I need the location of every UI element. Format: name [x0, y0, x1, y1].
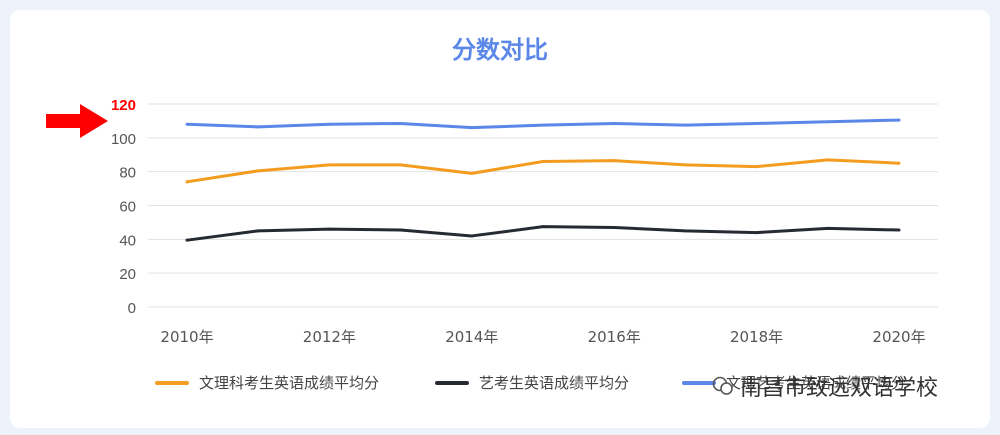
legend-item-series-2[interactable]: 艺考生英语成绩平均分	[435, 372, 629, 393]
y-tick-label-highlight: 120	[111, 97, 136, 114]
x-tick-label: 2014年	[445, 328, 498, 346]
x-tick-label: 2012年	[303, 328, 356, 346]
chart-legend: 文理科考生英语成绩平均分 艺考生英语成绩平均分 文理艺考生英语成绩平均分	[10, 372, 990, 402]
watermark: 南昌市致远双语学校	[712, 370, 938, 402]
data-point[interactable]	[256, 169, 260, 173]
data-point[interactable]	[897, 118, 901, 122]
data-point[interactable]	[541, 160, 545, 164]
y-axis-ticks: 0 20 40 60 80 100 120	[111, 97, 136, 317]
x-tick-label: 2020年	[872, 328, 925, 346]
series-lines	[185, 118, 901, 242]
data-point[interactable]	[612, 225, 616, 229]
y-tick-label: 60	[119, 199, 136, 216]
x-tick-label: 2018年	[730, 328, 783, 346]
data-point[interactable]	[897, 161, 901, 165]
data-point[interactable]	[470, 126, 474, 130]
data-point[interactable]	[683, 229, 687, 233]
data-point[interactable]	[826, 226, 830, 230]
data-point[interactable]	[541, 123, 545, 127]
data-point[interactable]	[470, 171, 474, 175]
data-point[interactable]	[256, 125, 260, 129]
data-point[interactable]	[185, 122, 189, 126]
data-point[interactable]	[897, 228, 901, 232]
x-axis-ticks: 2010年 2012年 2014年 2016年 2018年 2020年	[160, 328, 925, 346]
data-point[interactable]	[185, 238, 189, 242]
chart-card: 分数对比 0 20 40 60 80 100 120 2010年 2012年 2014年 2016…	[10, 10, 990, 428]
data-point[interactable]	[755, 231, 759, 235]
data-point[interactable]	[612, 159, 616, 163]
legend-swatch	[155, 380, 189, 385]
data-point[interactable]	[612, 121, 616, 125]
data-point[interactable]	[826, 120, 830, 124]
data-point[interactable]	[399, 228, 403, 232]
legend-label: 文理科考生英语成绩平均分	[199, 374, 380, 392]
legend-swatch	[682, 380, 716, 385]
data-point[interactable]	[683, 123, 687, 127]
data-point[interactable]	[826, 158, 830, 162]
line-chart: 0 20 40 60 80 100 120 2010年 2012年 2014年 2016年 2018…	[46, 97, 938, 346]
legend-item-series-1[interactable]: 文理科考生英语成绩平均分	[155, 372, 379, 393]
data-point[interactable]	[470, 234, 474, 238]
legend-label: 艺考生英语成绩平均分	[479, 374, 630, 392]
legend-swatch	[435, 380, 469, 385]
data-point[interactable]	[755, 165, 759, 169]
data-point[interactable]	[256, 229, 260, 233]
series-line-2[interactable]	[186, 225, 900, 242]
chart-title: 分数对比	[452, 36, 548, 64]
data-point[interactable]	[327, 122, 331, 126]
highlight-arrow-icon	[46, 104, 108, 138]
watermark-text: 南昌市致远双语学校	[740, 376, 939, 401]
wechat-icon	[712, 376, 733, 395]
data-point[interactable]	[185, 180, 189, 184]
y-tick-label: 0	[128, 300, 136, 317]
x-tick-label: 2010年	[160, 328, 213, 346]
legend-label: 文理艺考生英语成绩平均分	[726, 374, 907, 392]
data-point[interactable]	[399, 121, 403, 125]
series-line-1[interactable]	[186, 158, 900, 184]
data-point[interactable]	[541, 225, 545, 229]
data-point[interactable]	[399, 163, 403, 167]
data-point[interactable]	[683, 163, 687, 167]
data-point[interactable]	[327, 163, 331, 167]
grid-lines	[148, 103, 938, 308]
data-point[interactable]	[755, 121, 759, 125]
x-tick-label: 2016年	[588, 328, 641, 346]
y-tick-label: 40	[119, 232, 136, 249]
y-tick-label: 100	[111, 131, 136, 148]
y-tick-label: 20	[119, 266, 136, 283]
data-point[interactable]	[327, 227, 331, 231]
legend-item-series-3[interactable]: 文理艺考生英语成绩平均分	[682, 372, 906, 393]
y-tick-label: 80	[119, 165, 136, 182]
